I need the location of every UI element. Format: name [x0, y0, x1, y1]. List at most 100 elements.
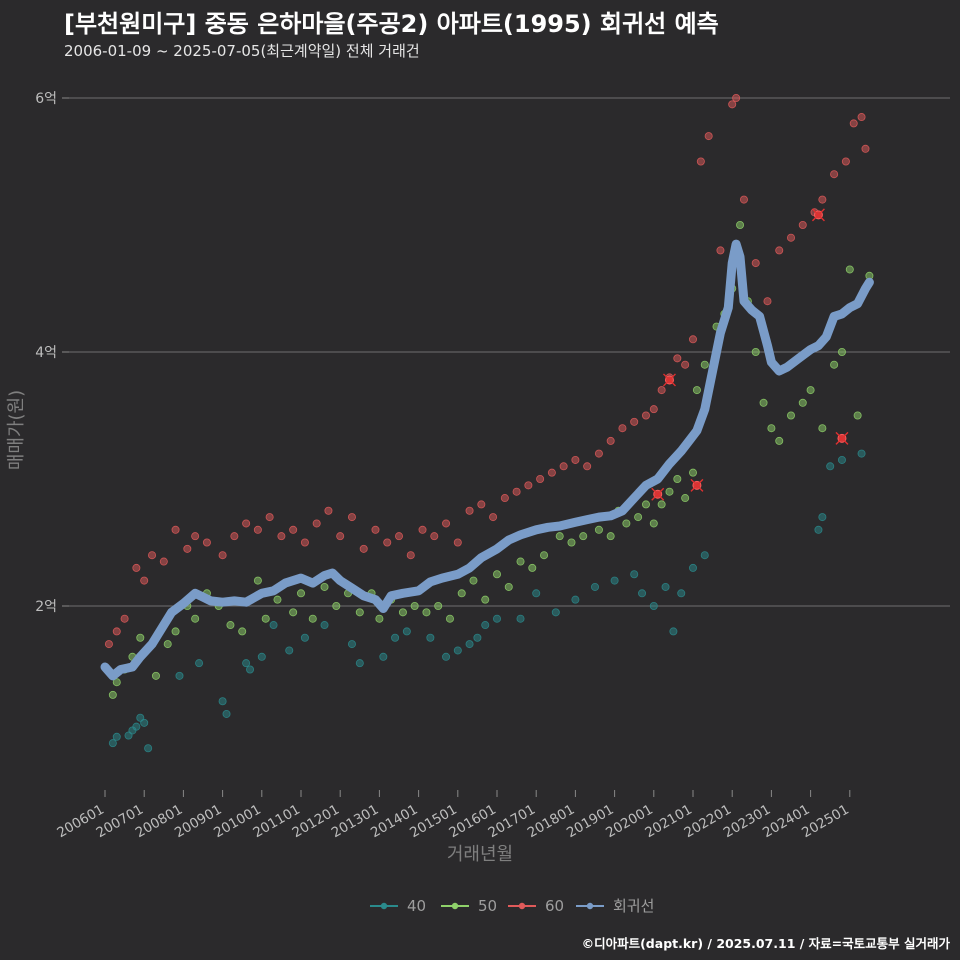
data-point-50 [798, 398, 807, 407]
legend-swatch-dot [451, 902, 459, 910]
data-point-60 [861, 144, 870, 153]
data-point-60 [418, 525, 427, 534]
data-point-40 [222, 709, 231, 718]
data-point-60 [763, 297, 772, 306]
data-point-40 [857, 449, 866, 458]
data-point-50 [806, 386, 815, 395]
data-point-40 [591, 582, 600, 591]
data-point-50 [136, 633, 145, 642]
data-point-50 [736, 220, 745, 229]
data-point-60 [787, 233, 796, 242]
data-point-50 [540, 551, 549, 560]
data-point-60 [689, 335, 698, 344]
data-point-40 [269, 621, 278, 630]
data-point-50 [594, 525, 603, 534]
data-point-60 [775, 246, 784, 255]
data-point-60 [371, 525, 380, 534]
data-point-50 [504, 582, 513, 591]
data-point-40 [144, 744, 153, 753]
data-point-60 [277, 532, 286, 541]
data-point-50 [787, 411, 796, 420]
data-point-60 [465, 506, 474, 515]
scatter-points [104, 94, 874, 753]
data-point-60 [606, 436, 615, 445]
data-point-60 [857, 113, 866, 122]
y-tick-label: 2억 [35, 599, 57, 615]
data-point-60 [559, 462, 568, 471]
data-point-60 [657, 386, 666, 395]
data-point-60 [583, 462, 592, 471]
data-point-40 [246, 665, 255, 674]
data-point-60 [140, 576, 149, 585]
data-point-50 [837, 347, 846, 356]
data-point-50 [261, 614, 270, 623]
legend-label: 회귀선 [613, 897, 654, 915]
source-credit: ©디아파트(dapt.kr) / 2025.07.11 / 자료=국토교통부 실… [581, 936, 950, 951]
highlight-marks [651, 208, 849, 501]
data-point-50 [481, 595, 490, 604]
data-point-60 [359, 544, 368, 553]
data-point-60 [500, 494, 509, 503]
data-point-60 [732, 94, 741, 103]
regression-line-group [100, 239, 874, 681]
data-point-40 [481, 621, 490, 630]
data-point-50 [830, 360, 839, 369]
data-point-60 [641, 411, 650, 420]
data-point-50 [673, 474, 682, 483]
legend-label: 40 [407, 897, 426, 915]
data-point-60 [120, 614, 129, 623]
data-point-40 [140, 718, 149, 727]
data-point-50 [759, 398, 768, 407]
data-point-40 [677, 589, 686, 598]
data-point-40 [630, 570, 639, 579]
data-point-60 [536, 474, 545, 483]
data-point-40 [320, 621, 329, 630]
data-point-50 [567, 538, 576, 547]
data-point-60 [716, 246, 725, 255]
data-point-40 [402, 627, 411, 636]
data-point-50 [689, 468, 698, 477]
data-point-50 [163, 640, 172, 649]
data-point-60 [104, 640, 113, 649]
data-point-40 [661, 582, 670, 591]
data-point-50 [641, 500, 650, 509]
data-point-60 [571, 455, 580, 464]
data-point-60 [696, 157, 705, 166]
data-point-40 [571, 595, 580, 604]
data-point-50 [516, 557, 525, 566]
data-point-40 [551, 608, 560, 617]
data-point-50 [457, 589, 466, 598]
highlight-x-mark [835, 431, 849, 445]
x-axis-ticks: 2006012007012008012009012010012011012012… [54, 790, 852, 841]
data-point-60 [430, 532, 439, 541]
data-point-40 [465, 640, 474, 649]
data-point-40 [347, 640, 356, 649]
data-point-60 [265, 513, 274, 522]
data-point-40 [453, 646, 462, 655]
chart-subtitle: 2006-01-09 ~ 2025-07-05(최근계약일) 전체 거래건 [64, 42, 420, 60]
data-point-50 [112, 678, 121, 687]
data-point-50 [665, 487, 674, 496]
data-point-60 [453, 538, 462, 547]
legend-label: 60 [545, 897, 564, 915]
data-point-40 [195, 659, 204, 668]
data-point-50 [528, 563, 537, 572]
data-point-60 [218, 551, 227, 560]
data-point-60 [728, 100, 737, 109]
data-point-50 [445, 614, 454, 623]
y-axis-label: 매매가(원) [6, 390, 27, 470]
data-point-50 [238, 627, 247, 636]
data-point-40 [379, 652, 388, 661]
data-point-40 [300, 633, 309, 642]
data-point-50 [845, 265, 854, 274]
legend-swatch-dot [586, 902, 594, 910]
data-point-40 [108, 739, 117, 748]
data-point-60 [191, 532, 200, 541]
data-point-40 [218, 697, 227, 706]
data-point-50 [108, 690, 117, 699]
data-point-60 [159, 557, 168, 566]
data-point-50 [767, 424, 776, 433]
data-point-60 [324, 506, 333, 515]
data-point-60 [406, 551, 415, 560]
